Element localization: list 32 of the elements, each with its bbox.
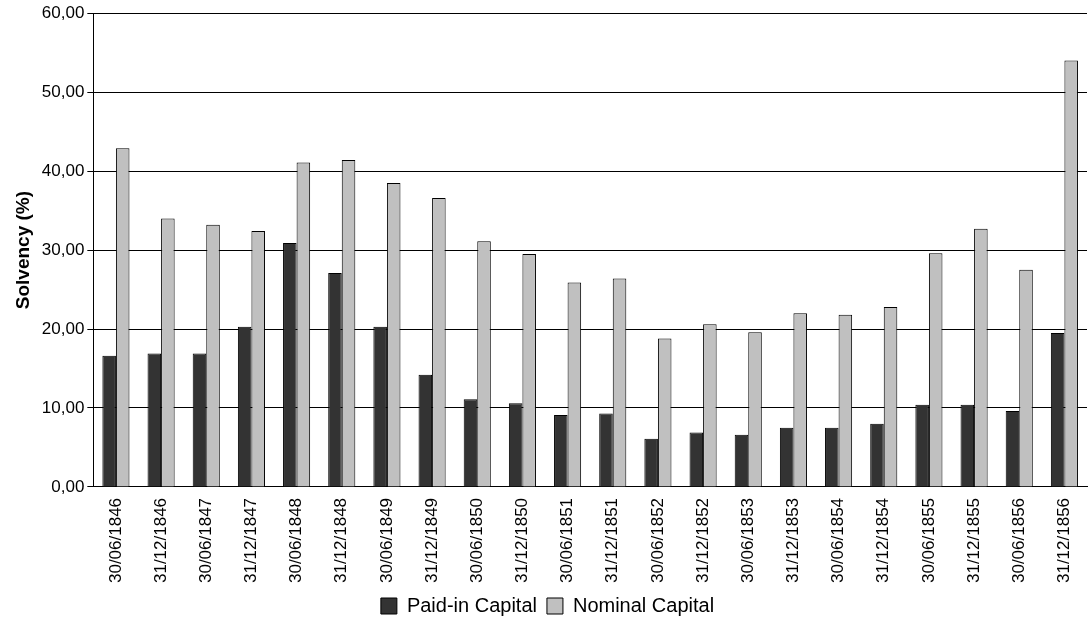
x-tick-label: 30/06/1846 (105, 497, 125, 584)
x-tick-label: 31/12/1854 (873, 497, 893, 584)
x-tick-label: 30/06/1847 (195, 497, 215, 584)
x-tick-label: 31/12/1856 (1054, 497, 1074, 584)
x-tick-label: 30/06/1850 (466, 497, 486, 584)
x-tick-label: 30/06/1851 (557, 497, 577, 584)
x-tick-label: 31/12/1851 (602, 497, 622, 584)
x-tick-label: 30/06/1855 (918, 497, 938, 584)
y-tick-label: 20,00 (41, 318, 85, 338)
y-tick-label: 10,00 (41, 397, 85, 417)
x-tick-label: 31/12/1853 (783, 497, 803, 584)
x-tick-label: 30/06/1856 (1008, 497, 1028, 584)
y-tick-label: 40,00 (41, 160, 85, 180)
y-tick-label: 30,00 (41, 239, 85, 259)
y-tick-label: 0,00 (51, 476, 85, 496)
x-tick-label: 31/12/1855 (963, 497, 983, 584)
y-tick-label: 60,00 (41, 2, 85, 22)
x-tick-label: 30/06/1854 (828, 497, 848, 584)
legend-label: Nominal Capital (572, 593, 715, 616)
legend-label: Paid-in Capital (406, 593, 537, 616)
x-tick-label: 31/12/1849 (421, 497, 441, 584)
x-tick-label: 30/06/1853 (737, 497, 757, 584)
x-tick-label: 31/12/1850 (512, 497, 532, 584)
x-tick-label: 31/12/1848 (331, 497, 351, 584)
x-tick-label: 31/12/1846 (150, 497, 170, 584)
x-tick-label: 30/06/1852 (647, 497, 667, 584)
x-tick-label: 30/06/1848 (286, 497, 306, 584)
x-tick-label: 31/12/1852 (692, 497, 712, 584)
x-tick-label: 31/12/1847 (241, 497, 261, 584)
x-tick-label: 30/06/1849 (376, 497, 396, 584)
y-axis-title: Solvency (%) (11, 190, 33, 310)
y-tick-label: 50,00 (41, 81, 85, 101)
